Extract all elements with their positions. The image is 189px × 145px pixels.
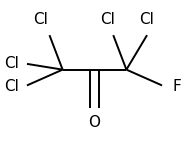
Text: Cl: Cl (5, 79, 19, 94)
Text: F: F (173, 79, 181, 94)
Text: Cl: Cl (5, 56, 19, 71)
Text: O: O (88, 115, 101, 130)
Text: Cl: Cl (100, 12, 115, 27)
Text: Cl: Cl (140, 12, 154, 27)
Text: Cl: Cl (33, 12, 47, 27)
